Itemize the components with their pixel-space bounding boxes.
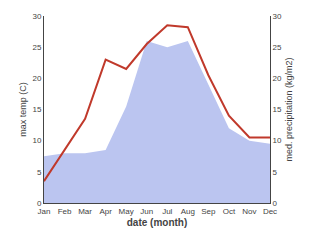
svg-text:Apr: Apr — [99, 207, 112, 216]
svg-text:max temp (C): max temp (C) — [18, 82, 28, 137]
svg-text:30: 30 — [273, 12, 282, 21]
svg-text:Feb: Feb — [58, 207, 72, 216]
svg-text:Jan: Jan — [38, 207, 51, 216]
svg-text:Jul: Jul — [162, 207, 172, 216]
svg-text:25: 25 — [273, 43, 282, 52]
svg-text:15: 15 — [32, 105, 41, 114]
svg-text:Dec: Dec — [263, 207, 277, 216]
svg-text:Aug: Aug — [181, 207, 195, 216]
svg-text:Oct: Oct — [223, 207, 236, 216]
svg-text:25: 25 — [32, 43, 41, 52]
svg-text:15: 15 — [273, 105, 282, 114]
svg-text:10: 10 — [32, 136, 41, 145]
svg-text:10: 10 — [273, 136, 282, 145]
svg-text:med. precipitation (kg/m2): med. precipitation (kg/m2) — [284, 57, 294, 161]
svg-text:Nov: Nov — [242, 207, 256, 216]
svg-text:date (month): date (month) — [127, 217, 188, 228]
svg-text:Sep: Sep — [201, 207, 216, 216]
svg-text:0: 0 — [273, 199, 278, 208]
svg-text:5: 5 — [273, 168, 278, 177]
svg-text:5: 5 — [37, 168, 42, 177]
svg-text:Mar: Mar — [78, 207, 92, 216]
svg-text:Jun: Jun — [140, 207, 153, 216]
svg-text:May: May — [119, 207, 134, 216]
svg-text:20: 20 — [32, 74, 41, 83]
svg-text:30: 30 — [32, 12, 41, 21]
svg-text:0: 0 — [37, 199, 42, 208]
svg-text:20: 20 — [273, 74, 282, 83]
